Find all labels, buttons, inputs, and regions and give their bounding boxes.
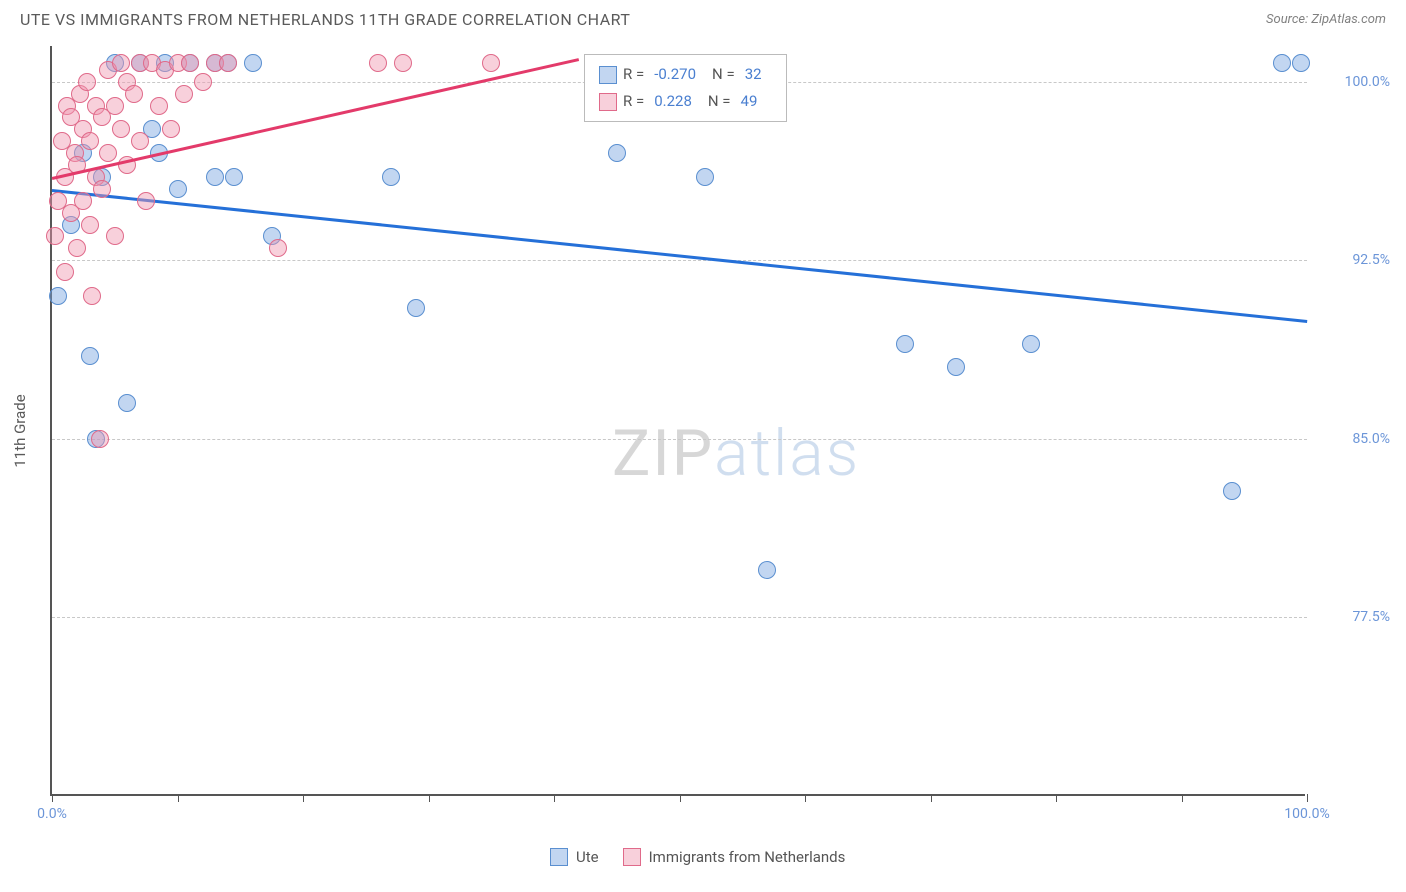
scatter-point (369, 54, 387, 72)
scatter-point (68, 239, 86, 257)
chart-title: UTE VS IMMIGRANTS FROM NETHERLANDS 11TH … (20, 10, 630, 29)
scatter-point (219, 54, 237, 72)
series-legend-item: Ute (550, 848, 599, 866)
legend-n-label: N = (712, 61, 735, 88)
y-tick-label: 100.0% (1345, 74, 1390, 90)
scatter-point (81, 347, 99, 365)
scatter-point (93, 180, 111, 198)
legend-swatch (550, 848, 568, 866)
legend-r-label: R = (623, 61, 644, 88)
x-tick (429, 794, 430, 802)
y-axis-label: 11th Grade (11, 394, 29, 467)
chart-source: Source: ZipAtlas.com (1266, 12, 1386, 27)
x-tick (680, 794, 681, 802)
scatter-point (169, 180, 187, 198)
scatter-point (49, 287, 67, 305)
series-legend-label: Immigrants from Netherlands (649, 848, 846, 866)
scatter-point (81, 132, 99, 150)
scatter-point (162, 120, 180, 138)
scatter-point (91, 430, 109, 448)
scatter-point (118, 394, 136, 412)
x-tick (1056, 794, 1057, 802)
scatter-point (106, 227, 124, 245)
scatter-point (758, 561, 776, 579)
stats-legend-row: R = 0.228 N = 49 (599, 88, 772, 115)
y-tick-label: 77.5% (1352, 609, 1390, 625)
series-legend: Ute Immigrants from Netherlands (550, 848, 845, 866)
x-tick (1182, 794, 1183, 802)
series-legend-item: Immigrants from Netherlands (623, 848, 846, 866)
legend-n-value: 32 (745, 61, 762, 88)
scatter-point (106, 97, 124, 115)
trend-line (52, 189, 1307, 322)
scatter-point (78, 73, 96, 91)
gridline-h (52, 617, 1307, 618)
scatter-point (175, 85, 193, 103)
legend-r-label: R = (623, 88, 644, 115)
x-tick (805, 794, 806, 802)
x-tick (178, 794, 179, 802)
scatter-point (56, 263, 74, 281)
scatter-point (269, 239, 287, 257)
gridline-h (52, 439, 1307, 440)
series-legend-label: Ute (576, 848, 599, 866)
scatter-point (394, 54, 412, 72)
scatter-point (608, 144, 626, 162)
scatter-point (150, 97, 168, 115)
scatter-point (225, 168, 243, 186)
y-tick-label: 92.5% (1352, 252, 1390, 268)
watermark-zip: ZIP (612, 416, 714, 491)
y-tick-label: 85.0% (1352, 431, 1390, 447)
x-tick-label: 0.0% (37, 806, 67, 822)
scatter-point (181, 54, 199, 72)
scatter-point (382, 168, 400, 186)
scatter-point (125, 85, 143, 103)
gridline-h (52, 260, 1307, 261)
x-tick (52, 794, 53, 802)
scatter-point (696, 168, 714, 186)
chart-header: UTE VS IMMIGRANTS FROM NETHERLANDS 11TH … (0, 0, 1406, 37)
x-tick (931, 794, 932, 802)
scatter-point (896, 335, 914, 353)
scatter-point (1273, 54, 1291, 72)
chart-container: 11th Grade ZIPatlas 77.5%85.0%92.5%100.0… (50, 46, 1390, 816)
stats-legend: R = -0.270 N = 32 R = 0.228 N = 49 (584, 54, 787, 122)
scatter-point (81, 216, 99, 234)
legend-r-value: -0.270 (654, 61, 696, 88)
scatter-point (112, 54, 130, 72)
legend-r-value: 0.228 (654, 88, 692, 115)
scatter-point (1022, 335, 1040, 353)
scatter-point (244, 54, 262, 72)
plot-area: ZIPatlas 77.5%85.0%92.5%100.0%0.0%100.0%… (50, 46, 1305, 796)
legend-n-label: N = (708, 88, 731, 115)
scatter-point (206, 168, 224, 186)
scatter-point (137, 192, 155, 210)
watermark: ZIPatlas (612, 416, 860, 491)
x-tick (303, 794, 304, 802)
scatter-point (482, 54, 500, 72)
watermark-atlas: atlas (714, 416, 860, 491)
scatter-point (947, 358, 965, 376)
scatter-point (131, 132, 149, 150)
scatter-point (407, 299, 425, 317)
legend-swatch (599, 66, 617, 84)
x-tick-label: 100.0% (1284, 806, 1329, 822)
scatter-point (46, 227, 64, 245)
scatter-point (194, 73, 212, 91)
scatter-point (74, 192, 92, 210)
scatter-point (1292, 54, 1310, 72)
scatter-point (1223, 482, 1241, 500)
legend-swatch (599, 93, 617, 111)
legend-swatch (623, 848, 641, 866)
scatter-point (83, 287, 101, 305)
x-tick (554, 794, 555, 802)
legend-n-value: 49 (741, 88, 758, 115)
scatter-point (112, 120, 130, 138)
scatter-point (99, 144, 117, 162)
x-tick (1307, 794, 1308, 802)
stats-legend-row: R = -0.270 N = 32 (599, 61, 772, 88)
